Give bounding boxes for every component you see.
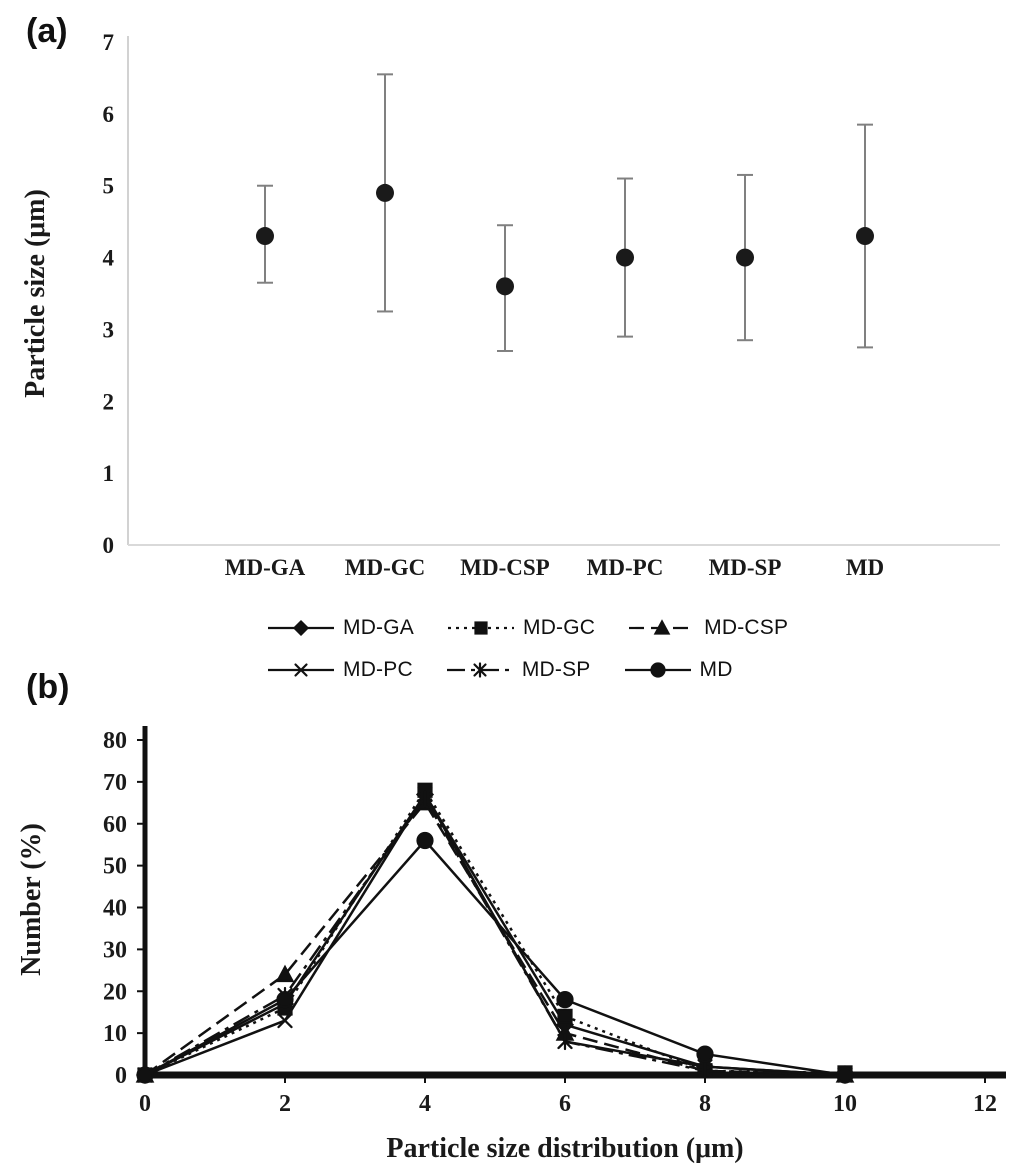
x-category-label: MD-CSP <box>460 555 549 580</box>
circle-marker-icon <box>416 831 434 850</box>
data-point <box>616 248 634 267</box>
legend-label: MD-PC <box>343 658 413 681</box>
x-category-label: MD-GC <box>345 555 425 580</box>
x-category-label: MD-SP <box>709 555 782 580</box>
square-marker-icon <box>557 1008 573 1024</box>
circle-marker-icon <box>696 1045 714 1063</box>
x-category-label: MD-PC <box>587 555 664 580</box>
square-marker-icon <box>474 621 488 635</box>
star-marker-icon <box>417 790 433 808</box>
y-tick-label: 1 <box>103 461 115 486</box>
data-point <box>856 227 874 246</box>
legend-label: MD-CSP <box>704 616 789 639</box>
chart-legend: MD-GA MD-GC MD-CSP MD-PC MD-SP MD <box>266 616 788 682</box>
x-tick-label: 6 <box>559 1091 571 1117</box>
data-point <box>256 227 274 246</box>
circle-marker-icon <box>556 991 574 1009</box>
x-tick-label: 2 <box>279 1091 291 1117</box>
x-tick-label: 0 <box>139 1091 151 1117</box>
y-tick-label: 70 <box>103 770 127 796</box>
x-tick-label: 4 <box>419 1091 431 1117</box>
panel-a-label: (a) <box>26 12 68 50</box>
y-tick-label: 60 <box>103 812 127 838</box>
legend-sample-star-icon <box>446 662 513 678</box>
legend-label: MD <box>699 658 733 681</box>
legend-sample-triangle-icon <box>629 619 696 635</box>
series-line-md <box>144 838 846 1077</box>
legend-row: MD-GA MD-GC MD-CSP <box>266 616 788 640</box>
star-marker-icon <box>473 662 487 678</box>
y-tick-label: 30 <box>103 937 127 963</box>
x-tick-label: 12 <box>973 1091 997 1117</box>
series-line-md-gc <box>144 787 846 1077</box>
x-category-label: MD <box>846 555 884 580</box>
circle-marker-icon <box>136 1066 154 1084</box>
y-tick-label: 0 <box>103 533 115 558</box>
x-tick-label: 10 <box>833 1091 857 1117</box>
y-tick-label: 40 <box>103 896 127 922</box>
y-axis-title: Particle size (μm) <box>20 189 51 398</box>
particle-size-distribution-chart: 0 10 20 30 40 50 60 70 80 0 2 4 6 8 10 12 Particle size … <box>16 726 1006 1164</box>
legend-label: MD-SP <box>521 658 591 681</box>
circle-marker-icon <box>836 1066 854 1084</box>
legend-sample-circle-icon <box>624 662 691 678</box>
y-tick-label: 2 <box>103 389 115 414</box>
y-tick-label: 50 <box>103 854 127 880</box>
series-line-md-pc <box>144 791 846 1077</box>
legend-sample-square-icon <box>448 621 514 635</box>
y-tick-label: 10 <box>103 1021 127 1047</box>
legend-sample-x-icon <box>268 663 334 677</box>
star-marker-icon <box>557 1032 573 1051</box>
x-marker-icon <box>277 1012 293 1029</box>
legend-item-md-ga: MD-GA <box>266 616 414 640</box>
y-tick-label: 4 <box>103 246 115 271</box>
y-tick-label: 0 <box>115 1063 127 1089</box>
legend-label: MD-GA <box>343 616 414 639</box>
x-marker-icon <box>294 663 308 677</box>
y-tick-label: 80 <box>103 728 127 754</box>
circle-marker-icon <box>276 991 294 1009</box>
x-tick-label: 8 <box>699 1091 711 1117</box>
y-tick-label: 5 <box>103 174 115 199</box>
legend-label: MD-GC <box>523 616 596 639</box>
y-tick-label: 7 <box>103 30 115 55</box>
data-point <box>736 248 754 267</box>
star-marker-icon <box>697 1062 713 1080</box>
y-tick-label: 6 <box>103 102 115 127</box>
triangle-marker-icon <box>275 964 295 983</box>
x-category-label: MD-GA <box>225 555 306 580</box>
data-point <box>376 183 394 202</box>
y-tick-label: 20 <box>103 979 127 1005</box>
legend-item-md-gc: MD-GC <box>446 616 595 640</box>
diamond-marker-icon <box>292 619 310 637</box>
legend-row: MD-PC MD-SP MD <box>266 658 788 682</box>
legend-sample-diamond-icon <box>268 619 334 637</box>
circle-marker-icon <box>649 662 666 678</box>
y-axis-title: Number (%) <box>16 823 47 976</box>
particle-size-errorbar-chart: 0 1 2 3 4 5 6 7 Particle size (μm) MD-GA MD-GC MD-C… <box>20 30 1000 580</box>
data-point <box>496 277 514 296</box>
triangle-marker-icon <box>653 619 671 635</box>
y-tick-label: 3 <box>103 317 115 342</box>
x-axis-title: Particle size distribution (μm) <box>386 1133 743 1164</box>
legend-item-md-csp: MD-CSP <box>627 616 788 640</box>
legend-item-md: MD <box>623 658 733 682</box>
legend-item-md-pc: MD-PC <box>266 658 413 682</box>
panel-b-label: (b) <box>26 668 70 706</box>
legend-item-md-sp: MD-SP <box>445 658 591 682</box>
